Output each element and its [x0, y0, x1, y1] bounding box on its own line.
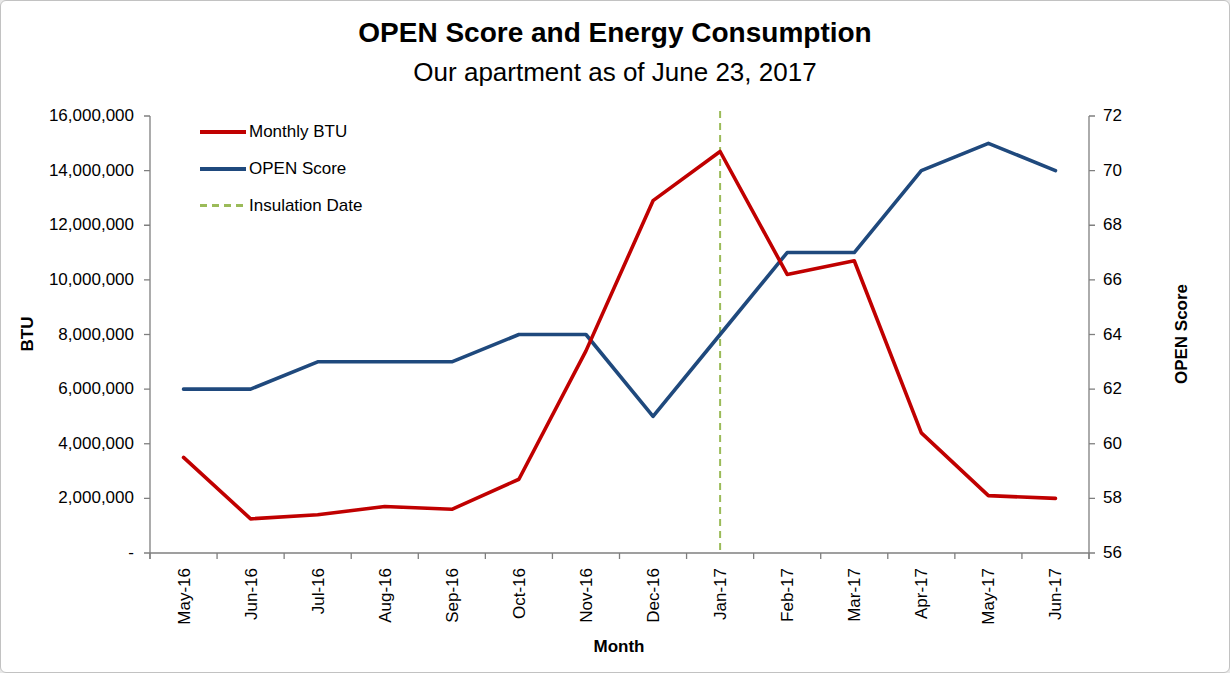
left-axis-tick-label: 4,000,000 [1, 434, 134, 454]
legend-label: Insulation Date [249, 196, 362, 216]
right-axis-tick-label: 68 [1103, 215, 1163, 235]
left-axis-tick-label: 16,000,000 [1, 106, 134, 126]
x-axis-tick-label: Sep-16 [443, 568, 462, 623]
x-axis-tick-label: Aug-16 [376, 568, 395, 623]
left-axis-tick-label: 8,000,000 [1, 325, 134, 345]
legend-line-sample [200, 204, 246, 207]
right-axis-tick-label: 66 [1103, 270, 1163, 290]
x-axis-tick-label: May-17 [979, 568, 998, 625]
left-axis-tick-label: 12,000,000 [1, 215, 134, 235]
x-axis-tick-label: May-16 [175, 568, 194, 625]
left-axis-tick-label: 2,000,000 [1, 488, 134, 508]
x-axis-tick-label: Jan-17 [711, 568, 730, 620]
legend-label: Monthly BTU [249, 122, 347, 142]
x-axis-title: Month [594, 637, 645, 657]
right-axis-tick-label: 56 [1103, 543, 1163, 563]
x-axis-tick-label: Jun-17 [1046, 568, 1065, 620]
left-axis-tick-label: - [1, 543, 134, 563]
x-axis-tick-label: Mar-17 [845, 568, 864, 622]
right-axis-title: OPEN Score [1172, 284, 1192, 384]
left-axis-tick-label: 6,000,000 [1, 379, 134, 399]
left-axis-tick-label: 10,000,000 [1, 270, 134, 290]
right-axis-tick-label: 58 [1103, 488, 1163, 508]
legend-item-insulation-date: Insulation Date [200, 187, 362, 224]
legend-line-sample [200, 167, 246, 171]
legend-item-open-score: OPEN Score [200, 150, 362, 187]
x-axis-tick-label: Apr-17 [912, 568, 931, 619]
x-axis-tick-label: Feb-17 [778, 568, 797, 622]
x-axis-tick-label: Dec-16 [644, 568, 663, 623]
x-axis-tick-label: Jun-16 [242, 568, 261, 620]
legend-item-monthly-btu: Monthly BTU [200, 113, 362, 150]
x-axis-tick-label: Jul-16 [309, 568, 328, 614]
right-axis-tick-label: 60 [1103, 434, 1163, 454]
legend-label: OPEN Score [249, 159, 346, 179]
chart-container: OPEN Score and Energy Consumption Our ap… [0, 0, 1230, 673]
right-axis-tick-label: 72 [1103, 106, 1163, 126]
plot-area: May-16 Jun-16 Jul-16 Aug-16 Sep-16 Oct-16 Nov-… [1, 1, 1229, 672]
left-axis-tick-label: 14,000,000 [1, 161, 134, 181]
right-axis-tick-label: 64 [1103, 325, 1163, 345]
right-axis-tick-label: 70 [1103, 161, 1163, 181]
legend-line-sample [200, 130, 246, 134]
x-axis-tick-label: Nov-16 [577, 568, 596, 623]
x-axis-tick-label: Oct-16 [510, 568, 529, 619]
right-axis-tick-label: 62 [1103, 379, 1163, 399]
legend: Monthly BTU OPEN Score Insulation Date [200, 113, 362, 224]
